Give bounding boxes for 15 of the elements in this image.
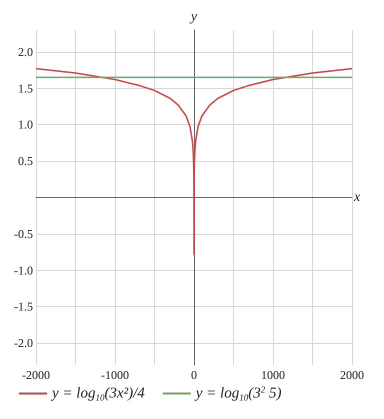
x-tick-label: -2000	[22, 368, 50, 382]
y-tick-label: -0.5	[14, 226, 33, 241]
x-tick-label: 2000	[340, 368, 364, 382]
y-tick-label: -1.0	[14, 263, 33, 278]
y-tick-label: -2.0	[14, 336, 33, 350]
y-tick-label: 0.5	[18, 154, 33, 168]
y-axis-title: y	[188, 10, 198, 24]
x-tick-label: 1000	[261, 368, 285, 382]
x-tick-label: 0	[191, 368, 197, 382]
y-tick-label: 1.0	[18, 118, 33, 132]
x-axis-title: x	[353, 190, 361, 205]
y-tick-label: 1.5	[18, 81, 33, 96]
x-tick-label: -1000	[101, 368, 129, 382]
y-tick-label: 2.0	[18, 44, 33, 59]
y-tick-label: -1.5	[14, 300, 33, 314]
